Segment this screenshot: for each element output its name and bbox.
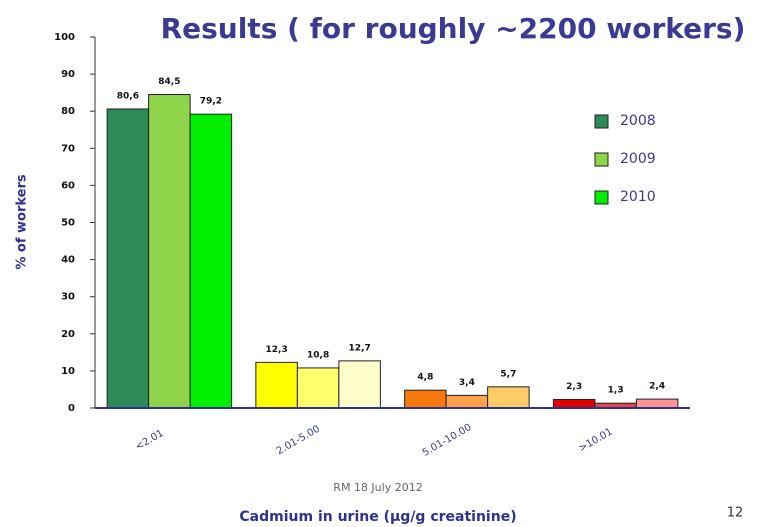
value-label: 4,8 <box>417 373 433 383</box>
value-label: 10,8 <box>307 350 329 360</box>
legend-label: 2008 <box>620 113 656 129</box>
x-tick-label: 5.01-10.00 <box>421 422 474 459</box>
y-tick-label: 50 <box>61 218 75 229</box>
value-label: 2,4 <box>649 382 665 392</box>
y-axis-label: % of workers <box>15 174 30 270</box>
y-tick-label: 40 <box>61 255 75 266</box>
y-tick-label: 80 <box>61 106 75 117</box>
value-label: 2,3 <box>566 382 582 392</box>
y-tick-label: 30 <box>61 292 75 303</box>
bar <box>106 108 150 409</box>
y-tick-label: 60 <box>61 180 75 191</box>
legend-swatch <box>594 114 609 129</box>
bar <box>404 389 447 409</box>
legend-label: 2009 <box>620 151 656 167</box>
x-tick-label: <2.01 <box>134 428 166 453</box>
bar <box>487 386 530 409</box>
value-label: 12,3 <box>266 345 288 355</box>
bar <box>635 398 679 409</box>
bar <box>189 113 233 409</box>
bar <box>148 94 191 409</box>
page-number: 12 <box>727 506 744 521</box>
legend-swatch <box>594 190 609 205</box>
y-tick-label: 10 <box>61 366 75 377</box>
y-tick-label: 90 <box>61 69 75 80</box>
value-label: 79,2 <box>200 97 222 107</box>
value-label: 3,4 <box>459 378 475 388</box>
legend-swatch <box>594 152 609 167</box>
value-label: 12,7 <box>349 343 371 353</box>
x-axis-label: Cadmium in urine (µg/g creatinine) <box>239 509 516 525</box>
footer: RM 18 July 2012 <box>333 481 422 494</box>
value-label: 1,3 <box>608 386 624 396</box>
y-tick-label: 70 <box>61 143 75 154</box>
bar <box>338 360 381 409</box>
value-label: 84,5 <box>158 77 180 87</box>
bar <box>255 361 298 409</box>
value-label: 80,6 <box>117 91 139 101</box>
x-tick-label: >10.01 <box>577 426 615 454</box>
bar <box>296 367 340 409</box>
x-tick-label: 2.01-5.00 <box>275 424 322 458</box>
y-tick-label: 0 <box>68 403 75 414</box>
bar <box>445 394 489 409</box>
value-label: 5,7 <box>500 369 516 379</box>
legend-label: 2010 <box>620 189 656 205</box>
y-tick-label: 100 <box>54 32 75 43</box>
y-tick-label: 20 <box>61 329 75 340</box>
chart-title: Results ( for roughly ~2200 workers) <box>161 12 746 45</box>
bar <box>552 398 596 409</box>
